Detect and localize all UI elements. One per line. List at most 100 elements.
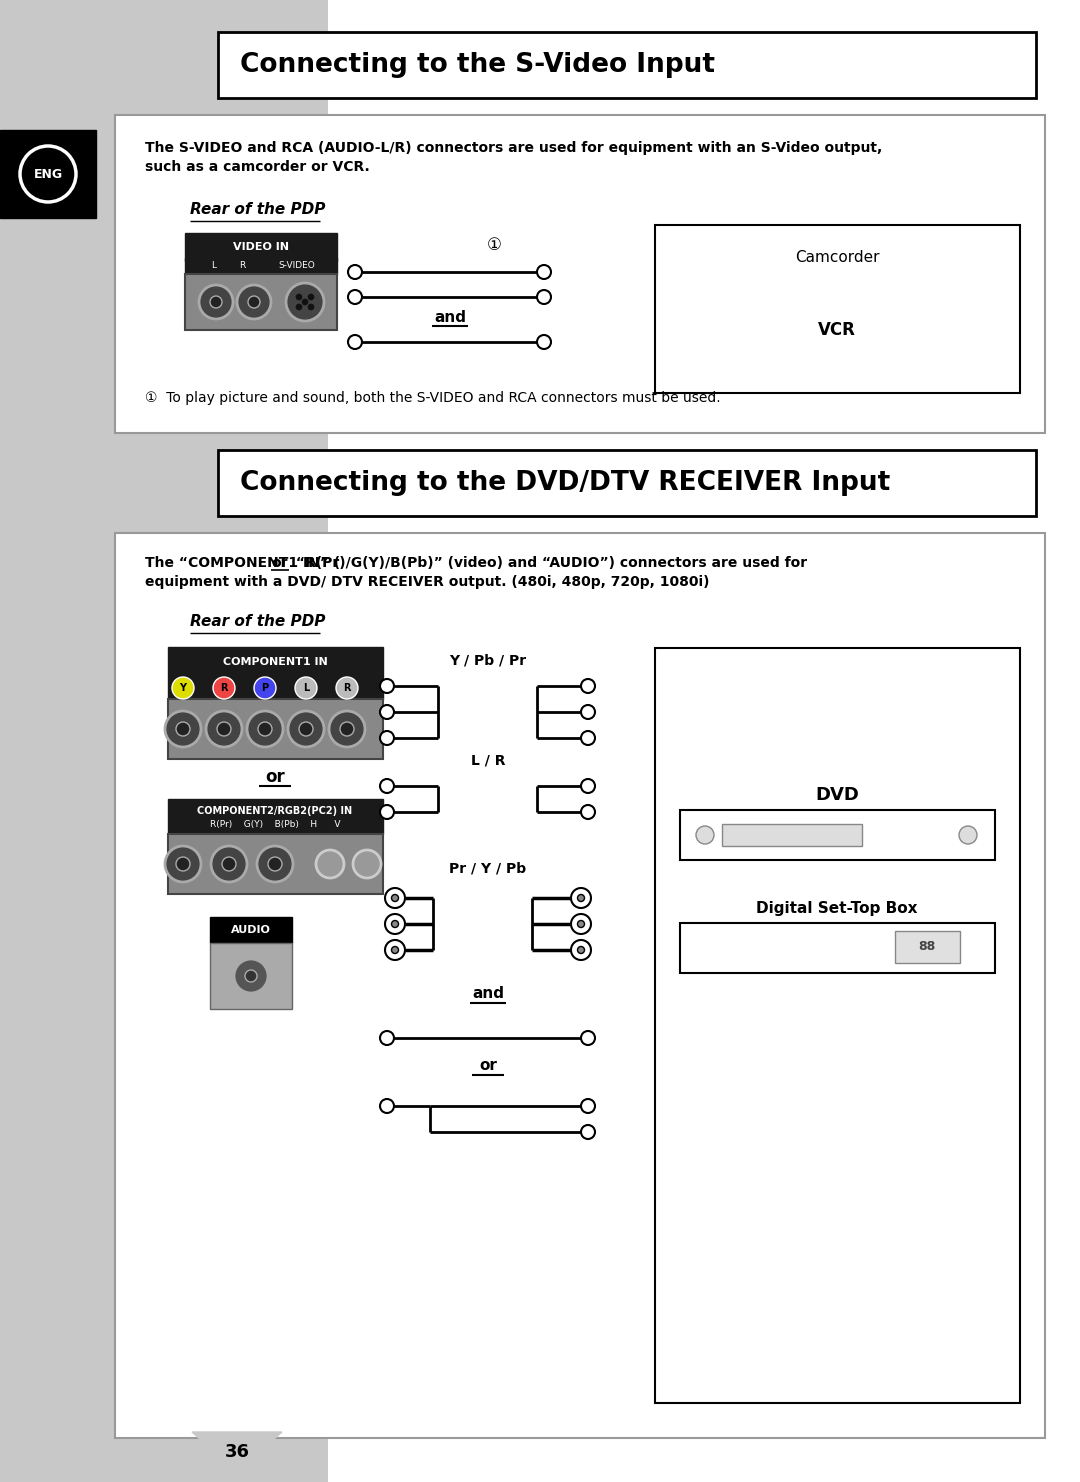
Circle shape	[537, 335, 551, 348]
Circle shape	[248, 296, 260, 308]
Circle shape	[571, 940, 591, 960]
Circle shape	[172, 677, 194, 700]
Bar	[168, 677, 383, 700]
Text: L: L	[212, 261, 216, 271]
Circle shape	[959, 825, 977, 845]
Text: The S-VIDEO and RCA (AUDIO-L/R) connectors are used for equipment with an S-Vide: The S-VIDEO and RCA (AUDIO-L/R) connecto…	[145, 141, 882, 156]
Circle shape	[340, 722, 354, 737]
Text: such as a camcorder or VCR.: such as a camcorder or VCR.	[145, 160, 369, 173]
Circle shape	[391, 947, 399, 953]
Circle shape	[222, 857, 237, 871]
Bar	[895, 931, 960, 963]
Circle shape	[336, 677, 357, 700]
Circle shape	[176, 722, 190, 737]
Text: Pr / Y / Pb: Pr / Y / Pb	[449, 863, 527, 876]
Text: R: R	[239, 261, 245, 271]
Text: ①  To play picture and sound, both the S-VIDEO and RCA connectors must be used.: ① To play picture and sound, both the S-…	[145, 391, 720, 405]
Text: L / R: L / R	[471, 753, 505, 768]
Circle shape	[254, 677, 276, 700]
Text: Y: Y	[179, 683, 187, 694]
Circle shape	[581, 705, 595, 719]
Text: P: P	[261, 683, 269, 694]
Circle shape	[380, 780, 394, 793]
Circle shape	[384, 888, 405, 908]
Bar	[0, 0, 328, 1482]
Bar	[185, 233, 337, 261]
Bar	[185, 274, 337, 330]
Text: L: L	[302, 683, 309, 694]
Circle shape	[199, 285, 233, 319]
Text: equipment with a DVD/ DTV RECEIVER output. (480i, 480p, 720p, 1080i): equipment with a DVD/ DTV RECEIVER outpu…	[145, 575, 710, 588]
Text: VIDEO IN: VIDEO IN	[233, 242, 289, 252]
Text: VCR: VCR	[818, 322, 856, 339]
Circle shape	[380, 705, 394, 719]
Circle shape	[537, 290, 551, 304]
Text: Camcorder: Camcorder	[795, 250, 879, 265]
Circle shape	[578, 947, 584, 953]
Bar	[168, 799, 383, 834]
Circle shape	[316, 851, 345, 877]
Text: or: or	[265, 768, 285, 785]
Text: R(Pr)    G(Y)    B(Pb)    H      V: R(Pr) G(Y) B(Pb) H V	[210, 821, 340, 830]
Polygon shape	[192, 1432, 282, 1472]
Bar	[210, 917, 292, 943]
Text: AUDIO: AUDIO	[231, 925, 271, 935]
Circle shape	[537, 265, 551, 279]
Circle shape	[234, 959, 268, 993]
Text: and: and	[434, 311, 465, 326]
Circle shape	[696, 825, 714, 845]
Text: COMPONENT1 IN: COMPONENT1 IN	[222, 657, 327, 667]
Text: ①: ①	[487, 236, 501, 253]
Circle shape	[348, 265, 362, 279]
Circle shape	[176, 857, 190, 871]
Circle shape	[296, 304, 302, 310]
Circle shape	[581, 731, 595, 745]
Circle shape	[581, 1125, 595, 1140]
Text: or: or	[271, 556, 287, 571]
Circle shape	[581, 1100, 595, 1113]
Circle shape	[581, 1031, 595, 1045]
Bar	[114, 116, 1045, 433]
Text: or: or	[480, 1058, 497, 1073]
Circle shape	[217, 722, 231, 737]
Text: ENG: ENG	[33, 167, 63, 181]
Circle shape	[329, 711, 365, 747]
Circle shape	[391, 920, 399, 928]
Circle shape	[296, 293, 302, 299]
Circle shape	[581, 780, 595, 793]
Circle shape	[211, 846, 247, 882]
Text: Connecting to the S-Video Input: Connecting to the S-Video Input	[240, 52, 715, 79]
Bar	[654, 648, 1020, 1403]
Circle shape	[353, 851, 381, 877]
Circle shape	[391, 895, 399, 901]
Circle shape	[237, 285, 271, 319]
Circle shape	[245, 971, 257, 983]
Bar	[185, 258, 337, 274]
Circle shape	[258, 722, 272, 737]
Text: Digital Set-Top Box: Digital Set-Top Box	[756, 901, 918, 916]
Circle shape	[268, 857, 282, 871]
Text: Rear of the PDP: Rear of the PDP	[190, 615, 325, 630]
Circle shape	[210, 296, 222, 308]
Circle shape	[308, 293, 314, 299]
Text: and: and	[472, 987, 504, 1002]
Bar	[218, 33, 1036, 98]
Circle shape	[380, 805, 394, 820]
Bar	[168, 648, 383, 677]
Text: R: R	[343, 683, 351, 694]
Circle shape	[165, 711, 201, 747]
Text: COMPONENT2/RGB2(PC2) IN: COMPONENT2/RGB2(PC2) IN	[198, 806, 352, 817]
Circle shape	[380, 679, 394, 694]
Circle shape	[581, 805, 595, 820]
Circle shape	[295, 677, 318, 700]
Text: Rear of the PDP: Rear of the PDP	[190, 203, 325, 218]
Circle shape	[380, 1031, 394, 1045]
Circle shape	[165, 846, 201, 882]
Bar	[723, 824, 862, 846]
Bar	[168, 700, 383, 759]
Circle shape	[384, 940, 405, 960]
Bar	[218, 451, 1036, 516]
Circle shape	[384, 914, 405, 934]
Circle shape	[348, 290, 362, 304]
Circle shape	[581, 679, 595, 694]
